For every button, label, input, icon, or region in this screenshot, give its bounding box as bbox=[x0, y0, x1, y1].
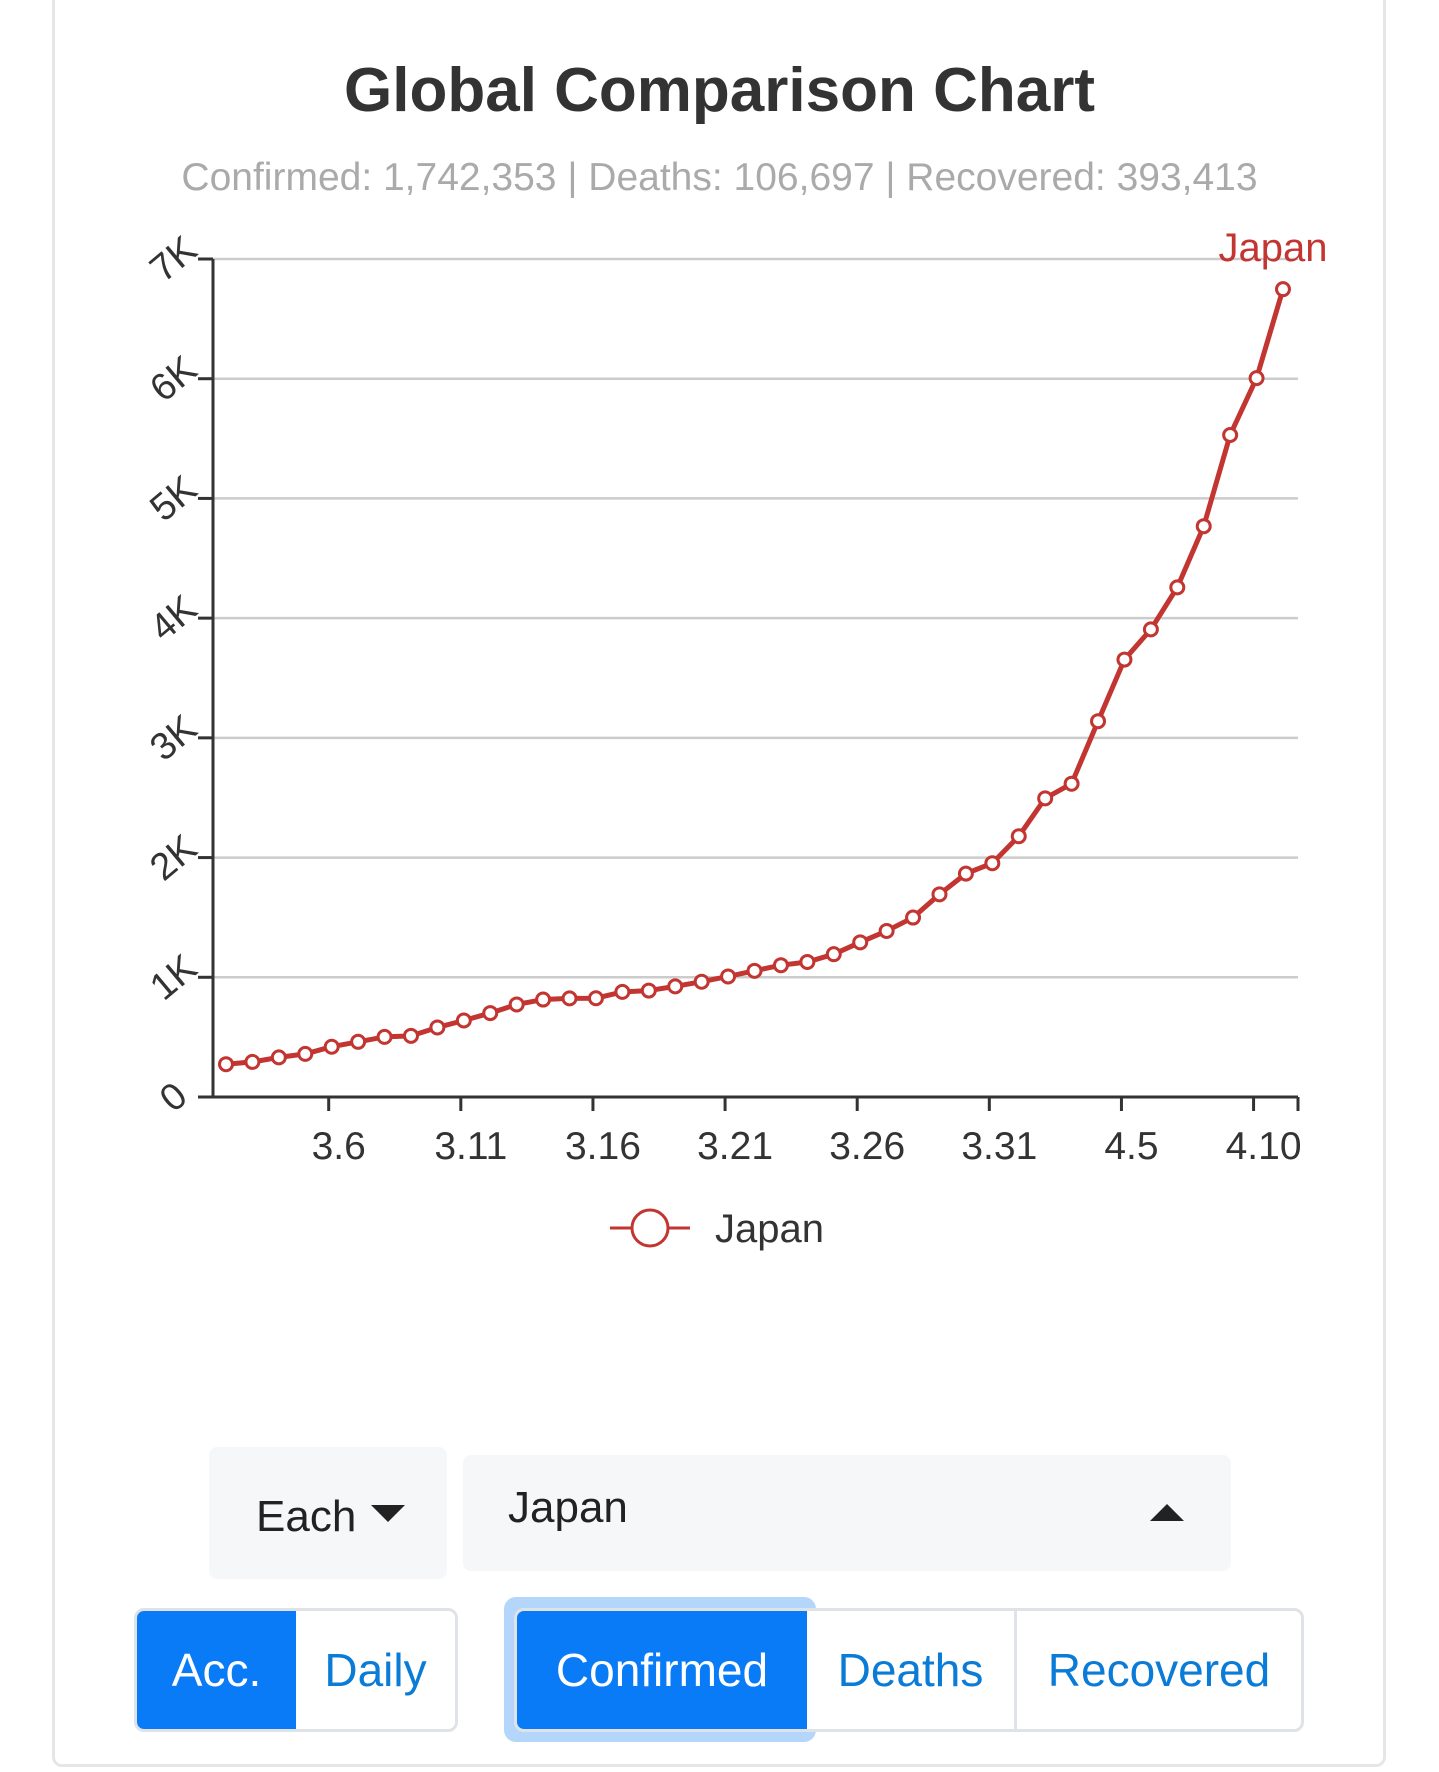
chart-title: Global Comparison Chart bbox=[344, 56, 1095, 125]
data-point[interactable] bbox=[931, 886, 948, 903]
data-point[interactable] bbox=[1037, 790, 1054, 807]
data-point[interactable] bbox=[746, 962, 763, 979]
aggregation-dropdown[interactable]: Each bbox=[209, 1447, 447, 1579]
caret-down-icon bbox=[371, 1505, 405, 1522]
data-point[interactable] bbox=[614, 983, 631, 1000]
data-point[interactable] bbox=[350, 1033, 367, 1050]
data-point[interactable] bbox=[1010, 828, 1027, 845]
x-tick-label: 4.5 bbox=[1104, 1125, 1158, 1168]
data-point[interactable] bbox=[640, 982, 657, 999]
data-point[interactable] bbox=[1090, 713, 1107, 730]
data-point[interactable] bbox=[878, 922, 895, 939]
line-chart: 0 1K 2K 3K 4K 5K 6K 7K 3.6 3.11 3.16 3.21 3.26 3.31 4.… bbox=[142, 226, 1328, 1251]
data-point[interactable] bbox=[1063, 775, 1080, 792]
data-point[interactable] bbox=[429, 1019, 446, 1036]
acc-button[interactable]: Acc. bbox=[137, 1611, 296, 1729]
caret-up-icon bbox=[1150, 1504, 1184, 1521]
data-point[interactable] bbox=[270, 1049, 287, 1066]
data-point[interactable] bbox=[455, 1012, 472, 1029]
data-point[interactable] bbox=[957, 865, 974, 882]
daily-button[interactable]: Daily bbox=[324, 1644, 427, 1696]
deaths-button[interactable]: Deaths bbox=[807, 1611, 1017, 1729]
chart-subtitle: Confirmed: 1,742,353 | Deaths: 106,697 |… bbox=[181, 156, 1258, 199]
data-point[interactable] bbox=[852, 934, 869, 951]
data-point[interactable] bbox=[1169, 579, 1186, 596]
data-point[interactable] bbox=[799, 953, 816, 970]
legend-marker[interactable] bbox=[630, 1208, 670, 1248]
confirmed-button[interactable]: Confirmed bbox=[517, 1611, 807, 1729]
data-point[interactable] bbox=[772, 957, 789, 974]
data-point[interactable] bbox=[587, 990, 604, 1007]
x-tick-label: 3.21 bbox=[697, 1125, 773, 1168]
data-point[interactable] bbox=[508, 996, 525, 1013]
y-tick-label: 7K bbox=[142, 228, 205, 290]
x-tick-label: 3.11 bbox=[434, 1125, 507, 1168]
data-point[interactable] bbox=[825, 946, 842, 963]
x-tick-label: 3.26 bbox=[829, 1125, 905, 1168]
data-point[interactable] bbox=[1222, 426, 1239, 443]
data-point[interactable] bbox=[693, 973, 710, 990]
recovered-button[interactable]: Recovered bbox=[1047, 1644, 1271, 1696]
data-point[interactable] bbox=[376, 1028, 393, 1045]
y-tick-label: 0 bbox=[152, 1075, 195, 1121]
data-point[interactable] bbox=[218, 1056, 234, 1073]
data-point[interactable] bbox=[1195, 518, 1212, 535]
y-tick-label: 5K bbox=[142, 468, 205, 530]
country-dropdown-label: Japan bbox=[508, 1483, 628, 1532]
y-tick-label: 6K bbox=[142, 348, 205, 410]
series-line bbox=[225, 288, 1286, 1067]
mode-toggle-group: Acc. Daily bbox=[134, 1608, 458, 1732]
y-tick-label: 1K bbox=[142, 947, 205, 1009]
x-tick-label: 3.31 bbox=[961, 1125, 1037, 1168]
series-end-label: Japan bbox=[1219, 226, 1328, 270]
data-point[interactable] bbox=[1116, 651, 1133, 668]
y-tick-label: 3K bbox=[142, 707, 205, 769]
metric-toggle-group: Confirmed Deaths Recovered bbox=[514, 1608, 1304, 1732]
x-tick-label: 3.6 bbox=[312, 1125, 366, 1168]
x-tick-label: 3.16 bbox=[565, 1125, 641, 1168]
data-point[interactable] bbox=[535, 991, 552, 1008]
data-point[interactable] bbox=[905, 909, 922, 926]
country-dropdown[interactable]: Japan bbox=[463, 1455, 1231, 1571]
data-point[interactable] bbox=[1142, 621, 1159, 638]
y-tick-label: 4K bbox=[142, 588, 205, 650]
x-tick-label: 4.10 bbox=[1226, 1125, 1302, 1168]
y-tick-label: 2K bbox=[142, 827, 205, 889]
data-point[interactable] bbox=[984, 855, 1001, 872]
data-point[interactable] bbox=[1275, 281, 1291, 298]
data-point[interactable] bbox=[323, 1038, 340, 1055]
aggregation-dropdown-label: Each bbox=[256, 1492, 357, 1541]
data-point[interactable] bbox=[402, 1027, 419, 1044]
data-point[interactable] bbox=[244, 1053, 261, 1070]
data-point[interactable] bbox=[561, 990, 578, 1007]
data-point[interactable] bbox=[667, 978, 684, 995]
data-point[interactable] bbox=[1248, 370, 1265, 387]
legend-label[interactable]: Japan bbox=[715, 1207, 824, 1251]
data-point[interactable] bbox=[297, 1045, 314, 1062]
data-point[interactable] bbox=[720, 968, 737, 985]
data-point[interactable] bbox=[482, 1005, 499, 1022]
